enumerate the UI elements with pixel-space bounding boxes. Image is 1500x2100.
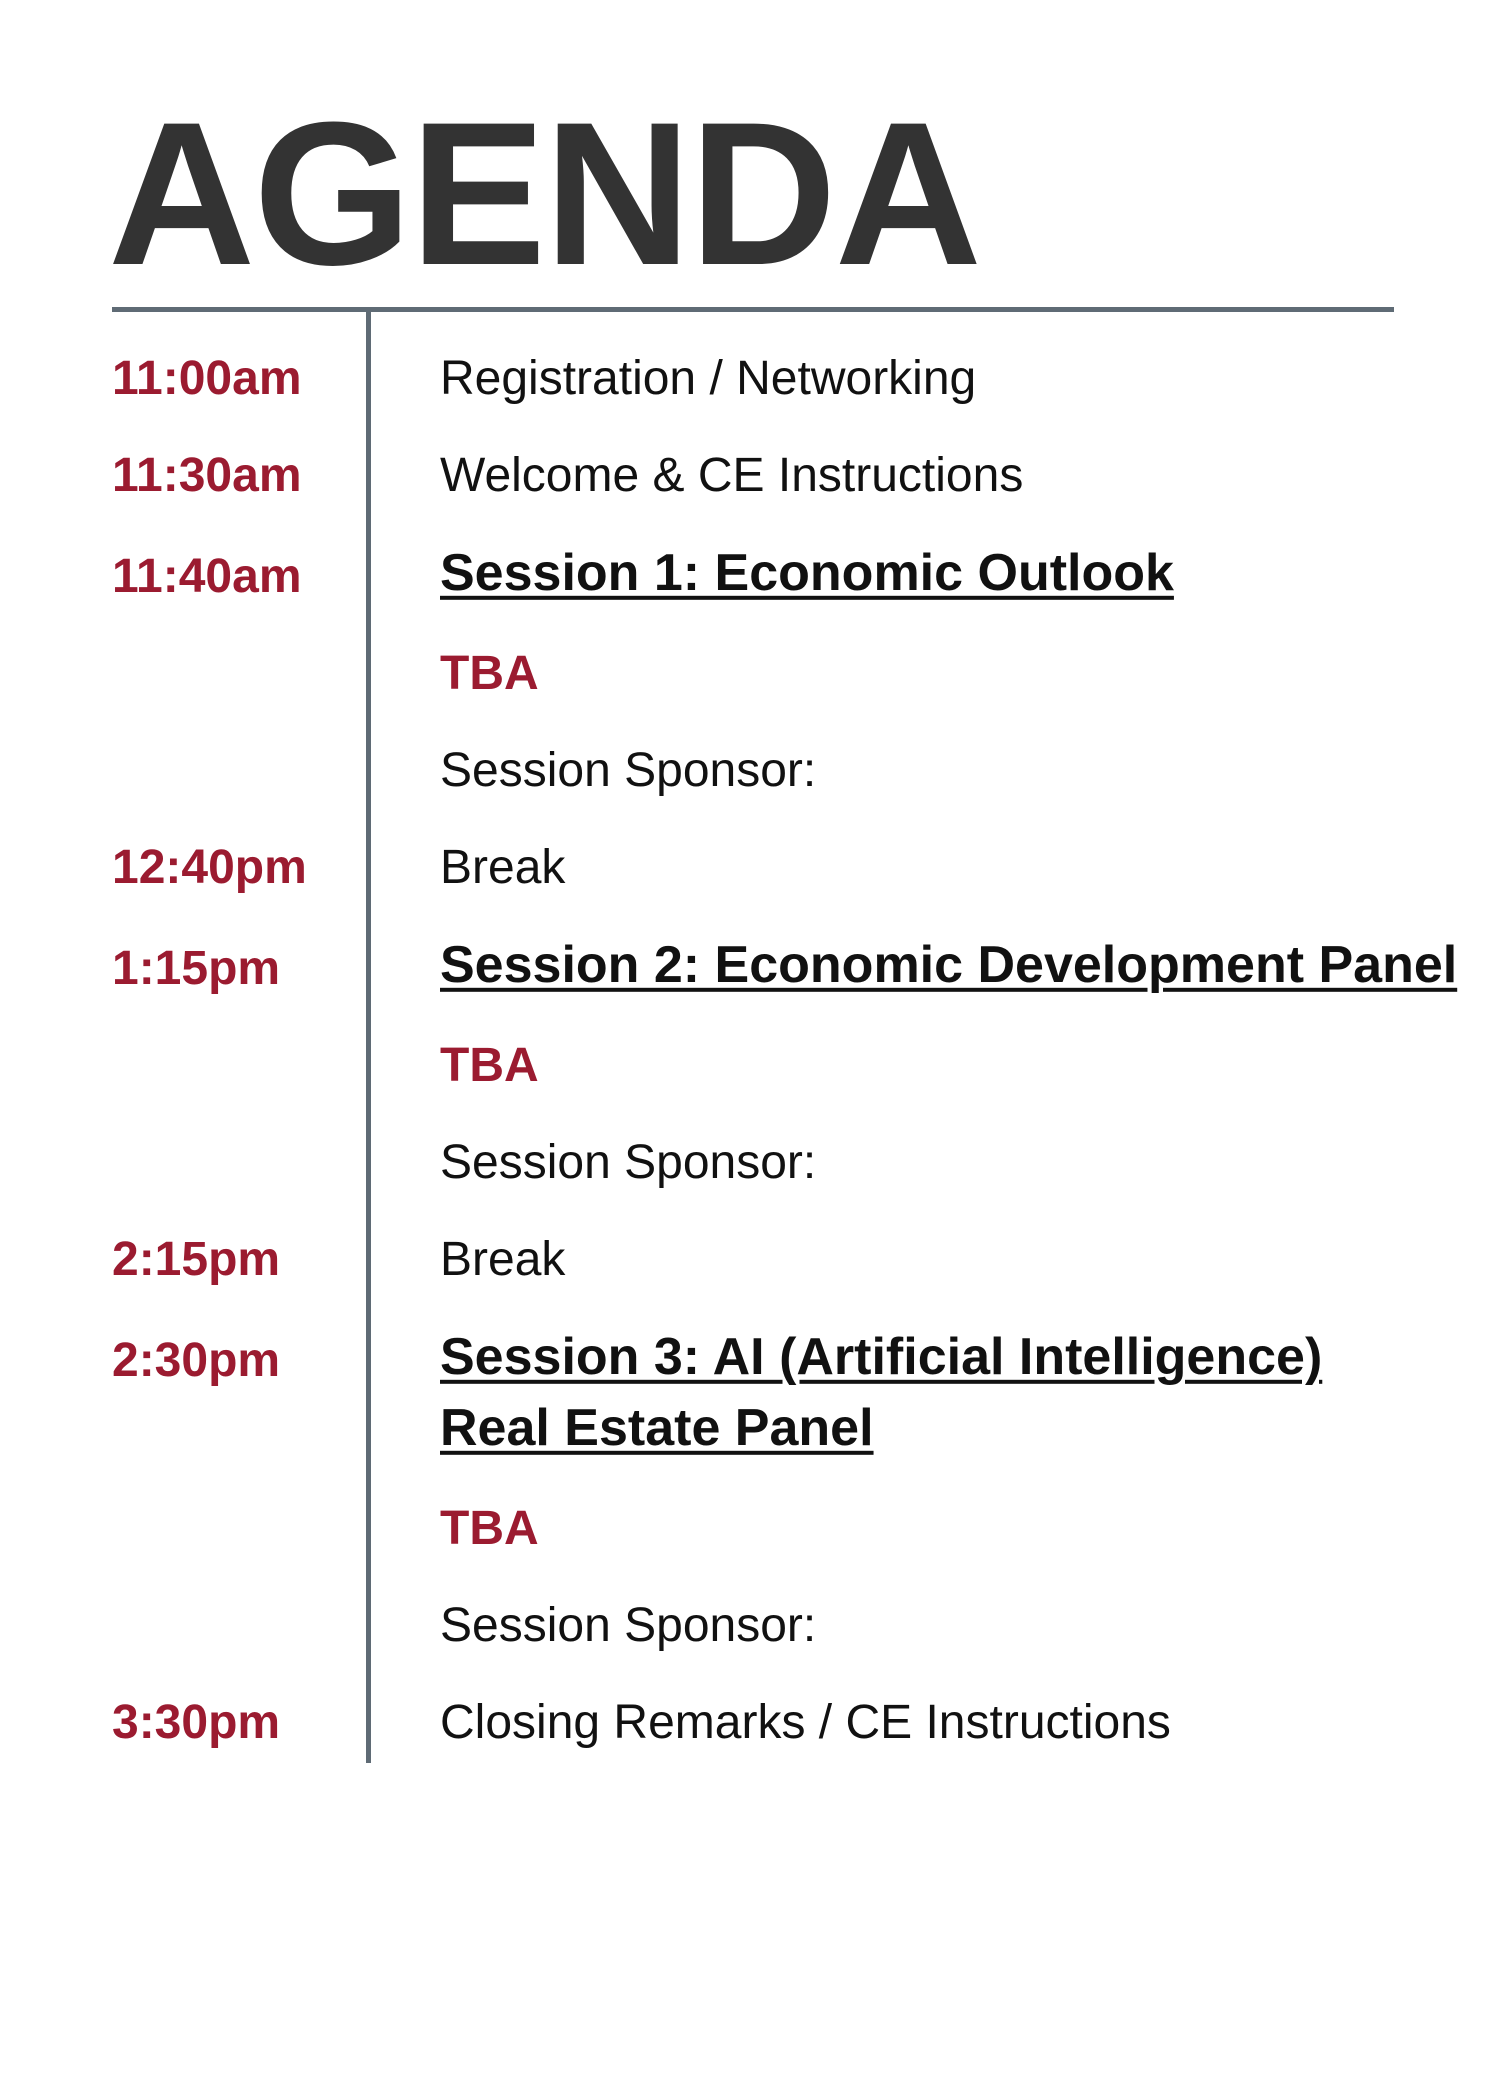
- title-rule: [112, 307, 1394, 312]
- speaker: TBA: [440, 1502, 539, 1556]
- sponsor: Session Sponsor:: [440, 1136, 817, 1190]
- session-title: Session 2: Economic Development Panel: [440, 935, 1458, 994]
- time: 1:15pm: [112, 942, 281, 996]
- speaker: TBA: [440, 647, 539, 701]
- time: 2:15pm: [112, 1233, 281, 1287]
- activity: Welcome & CE Instructions: [440, 449, 1024, 503]
- activity: Break: [440, 841, 566, 895]
- speaker: TBA: [440, 1039, 539, 1093]
- time: 11:40am: [112, 550, 302, 604]
- session-title: Session 3: AI (Artificial Intelligence): [440, 1327, 1323, 1386]
- activity: Registration / Networking: [440, 352, 977, 406]
- time: 11:30am: [112, 449, 302, 503]
- sponsor: Session Sponsor:: [440, 1599, 817, 1653]
- time: 2:30pm: [112, 1334, 281, 1388]
- activity: Break: [440, 1233, 566, 1287]
- timeline-rule: [366, 309, 371, 1763]
- page-title: AGENDA: [108, 80, 982, 308]
- activity: Closing Remarks / CE Instructions: [440, 1696, 1171, 1750]
- time: 11:00am: [112, 352, 302, 406]
- session-title: Session 1: Economic Outlook: [440, 543, 1174, 602]
- time: 3:30pm: [112, 1696, 281, 1750]
- session-title: Real Estate Panel: [440, 1398, 874, 1457]
- sponsor: Session Sponsor:: [440, 744, 817, 798]
- time: 12:40pm: [112, 841, 307, 895]
